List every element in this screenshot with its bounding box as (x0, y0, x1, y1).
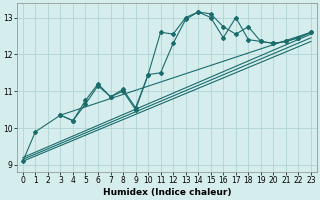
X-axis label: Humidex (Indice chaleur): Humidex (Indice chaleur) (103, 188, 231, 197)
